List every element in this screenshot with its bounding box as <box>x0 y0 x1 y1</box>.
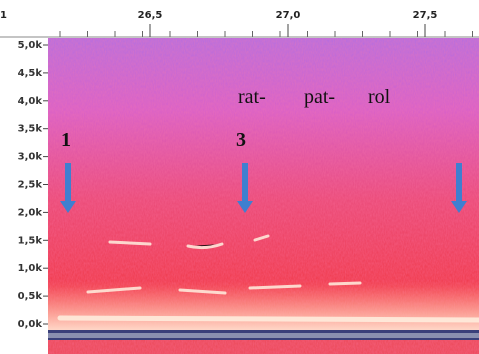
frequency-ticks: 5,0k 4,5k 4,0k 3,5k 3,0k 2,5k 2,0k 1,5k 1,0k 0,5k… <box>18 40 48 330</box>
frequency-label: 0,0k <box>18 319 43 330</box>
frequency-label: 3,5k <box>18 124 43 135</box>
marker: 3 <box>236 129 246 151</box>
formant <box>253 234 270 242</box>
ruler-label: 27,5 <box>413 10 438 21</box>
frequency-axis <box>0 38 48 354</box>
arrow <box>451 163 467 213</box>
syllable: pat- <box>304 86 335 108</box>
formant <box>328 281 362 286</box>
arrow <box>237 163 253 213</box>
frequency-label: 2,0k <box>18 207 43 218</box>
formant <box>178 288 227 295</box>
formants <box>57 234 479 323</box>
arrow <box>60 163 76 213</box>
frequency-label: 4,5k <box>18 68 43 79</box>
track-divider <box>48 333 479 338</box>
track-divider <box>48 330 479 333</box>
syllable: rat- <box>238 86 266 108</box>
time-ruler <box>0 0 479 38</box>
frequency-label: 0,5k <box>18 291 43 302</box>
frequency-label: 2,5k <box>18 180 43 191</box>
frequency-label: 5,0k <box>18 40 43 51</box>
formant <box>186 242 224 250</box>
formant <box>57 315 479 323</box>
marker: 1 <box>61 129 71 151</box>
ruler-ticks: 1 26,5 27,0 27,5 <box>0 10 473 37</box>
frequency-label: 1,0k <box>18 263 43 274</box>
arrows <box>60 163 467 213</box>
formant <box>248 284 302 290</box>
frequency-label: 1,5k <box>18 235 43 246</box>
ruler-label: 1 <box>0 10 7 21</box>
formant <box>108 240 152 246</box>
frequency-label: 4,0k <box>18 96 43 107</box>
track-divider <box>48 338 479 340</box>
frequency-label: 3,0k <box>18 152 43 163</box>
ruler-label: 27,0 <box>276 10 301 21</box>
syllable: rol <box>368 86 391 108</box>
formant <box>86 286 142 294</box>
ruler-label: 26,5 <box>138 10 163 21</box>
lower-track-noise <box>48 340 479 354</box>
